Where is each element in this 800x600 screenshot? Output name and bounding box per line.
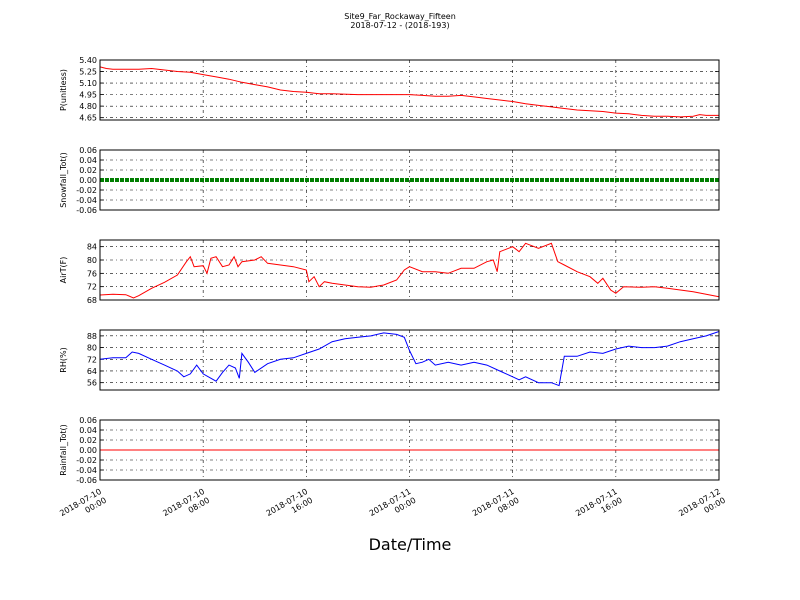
- panel-5-ytick-label-4: 0.02: [79, 436, 97, 445]
- chart-subtitle: 2018-07-12 - (2018-193): [350, 21, 449, 30]
- panel-2-ytick-label-5: 0.04: [79, 156, 97, 165]
- panel-3-ytick-label-0: 68: [87, 296, 97, 305]
- x-tick-label-5: 2018-07-1116:00: [574, 487, 624, 527]
- panels-group: 4.65 4.80 4.95 5.10 5.25 5.40 P(unitless) -0.06…: [59, 56, 720, 485]
- panel-2-ytick-label-3: 0.00: [79, 176, 97, 185]
- panel-5-ytick-label-5: 0.04: [79, 426, 97, 435]
- panel-2-y-axis-label: Snowfall_Tot(): [59, 152, 68, 208]
- panel-1-ytick-label-5: 5.40: [79, 56, 97, 65]
- panel-4-ytick-label-1: 64: [87, 367, 97, 376]
- panel-4-ytick-label-2: 72: [87, 355, 97, 364]
- panel-3-y-axis-label: AirT(F): [59, 257, 68, 284]
- x-tick-label-2: 2018-07-1016:00: [265, 487, 315, 527]
- x-tick-label-6: 2018-07-1200:00: [677, 487, 727, 527]
- panel-3-series-line: [99, 242, 720, 299]
- panel-1-y-axis-label: P(unitless): [59, 69, 68, 111]
- panel-2-ytick-label-1: -0.04: [76, 196, 97, 205]
- panel-2-ytick-label-2: -0.02: [76, 186, 97, 195]
- panel-5-ytick-label-2: -0.02: [76, 456, 97, 465]
- panel-2: -0.06-0.04-0.020.000.020.040.06 Snowfall_…: [59, 146, 720, 215]
- x-tick-label-0: 2018-07-1000:00: [58, 487, 108, 527]
- x-tick-labels: 2018-07-1000:00 2018-07-1008:00 2018-07-10…: [58, 487, 727, 527]
- panel-3-ytick-label-3: 80: [87, 256, 97, 265]
- panel-5-ytick-label-0: -0.06: [76, 476, 97, 485]
- panel-5: -0.06-0.04-0.020.000.020.040.06 Rainfall_…: [59, 416, 720, 485]
- panel-1-ytick-label-1: 4.80: [79, 102, 97, 111]
- x-tick-label-4: 2018-07-1108:00: [471, 487, 521, 527]
- panel-5-ytick-label-1: -0.04: [76, 466, 97, 475]
- panel-4-ytick-label-3: 80: [87, 344, 97, 353]
- panel-4-frame: [99, 329, 720, 391]
- panel-3-ytick-label-1: 72: [87, 283, 97, 292]
- x-tick-label-1: 2018-07-1008:00: [161, 487, 211, 527]
- panel-4-y-axis-label: RH(%): [59, 347, 68, 372]
- panel-4: 56 64 72 80 88 RH(%): [59, 329, 720, 391]
- panel-5-frame: [99, 419, 720, 481]
- panel-5-ytick-label-3: 0.00: [79, 446, 97, 455]
- panel-1-ytick-label-3: 5.10: [79, 79, 97, 88]
- panel-2-frame: [99, 149, 720, 211]
- panel-1-ytick-label-4: 5.25: [79, 68, 97, 77]
- panel-2-ytick-label-0: -0.06: [76, 206, 97, 215]
- panel-5-ytick-label-6: 0.06: [79, 416, 97, 425]
- panel-1-frame: [99, 59, 720, 121]
- panel-2-ytick-label-4: 0.02: [79, 166, 97, 175]
- panel-4-ytick-label-0: 56: [87, 379, 97, 388]
- panel-3: 68 72 76 80 84 AirT(F): [59, 239, 720, 305]
- x-tick-label-3: 2018-07-1100:00: [368, 487, 418, 527]
- panel-4-series-line: [99, 331, 720, 387]
- panel-1: 4.65 4.80 4.95 5.10 5.25 5.40 P(unitless): [59, 56, 720, 123]
- panel-2-ytick-label-6: 0.06: [79, 146, 97, 155]
- chart-title: Site9_Far_Rockaway_Fifteen: [344, 12, 456, 21]
- x-axis-label: Date/Time: [369, 535, 452, 554]
- panel-1-ytick-label-0: 4.65: [79, 114, 97, 123]
- panel-1-series-line: [99, 66, 719, 118]
- panel-3-ytick-label-2: 76: [87, 269, 97, 278]
- panel-3-ytick-label-4: 84: [87, 243, 97, 252]
- panel-1-ytick-label-2: 4.95: [79, 91, 97, 100]
- panel-4-ytick-label-4: 88: [87, 332, 97, 341]
- panel-3-frame: [99, 239, 720, 301]
- panel-5-y-axis-label: Rainfall_Tot(): [59, 424, 68, 476]
